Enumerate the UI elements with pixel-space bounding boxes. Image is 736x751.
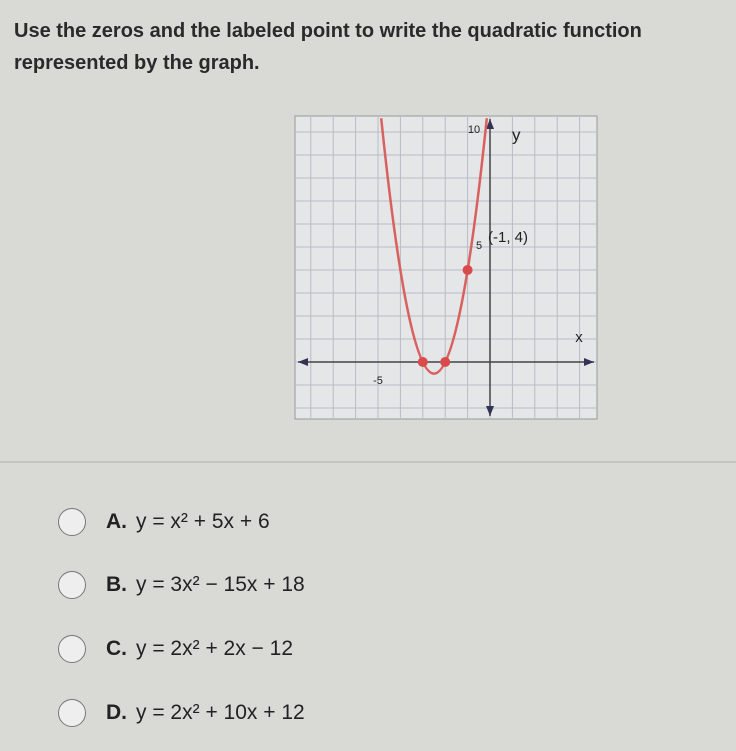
choice-equation: y = x² + 5x + 6 (136, 510, 270, 533)
radio-button[interactable] (58, 508, 86, 536)
arrow (584, 358, 594, 366)
zero-point (417, 357, 428, 367)
choice[interactable]: A. y = x² + 5x + 6 (58, 507, 270, 537)
radio-button[interactable] (58, 571, 86, 599)
arrow (486, 119, 494, 129)
choice-letter: A. (106, 510, 127, 533)
choice-equation: y = 2x² + 10x + 12 (136, 701, 305, 724)
radio-button[interactable] (58, 635, 86, 663)
zero-point (440, 357, 451, 367)
axis-label: y (512, 125, 521, 144)
choice[interactable]: C. y = 2x² + 2x − 12 (58, 634, 293, 664)
choice[interactable]: B. y = 3x² − 15x + 18 (58, 570, 305, 600)
tick-label: 10 (468, 124, 480, 136)
grid (296, 117, 596, 418)
choice-equation: y = 2x² + 2x − 12 (136, 637, 294, 660)
axis-label: x (575, 329, 583, 346)
question-text: Use the zeros and the labeled point to w… (14, 20, 642, 42)
parabola (379, 118, 489, 375)
tick-label: -5 (373, 375, 383, 387)
tick-label: 5 (476, 240, 482, 252)
graph-frame (294, 115, 598, 420)
choice-letter: C. (106, 637, 127, 660)
graph: 10 y 5 (-1, 4) x -5 (0, 115, 736, 463)
choice-letter: B. (106, 573, 127, 596)
labeled-point (462, 265, 473, 275)
choice-letter: D. (106, 701, 127, 724)
question-text: represented by the graph. (14, 52, 260, 74)
arrow (298, 358, 308, 366)
radio-button[interactable] (58, 699, 86, 727)
choice[interactable]: D. y = 2x² + 10x + 12 (58, 698, 305, 728)
arrow (486, 406, 494, 416)
choice-equation: y = 3x² − 15x + 18 (136, 573, 305, 596)
point-label: (-1, 4) (488, 229, 528, 246)
